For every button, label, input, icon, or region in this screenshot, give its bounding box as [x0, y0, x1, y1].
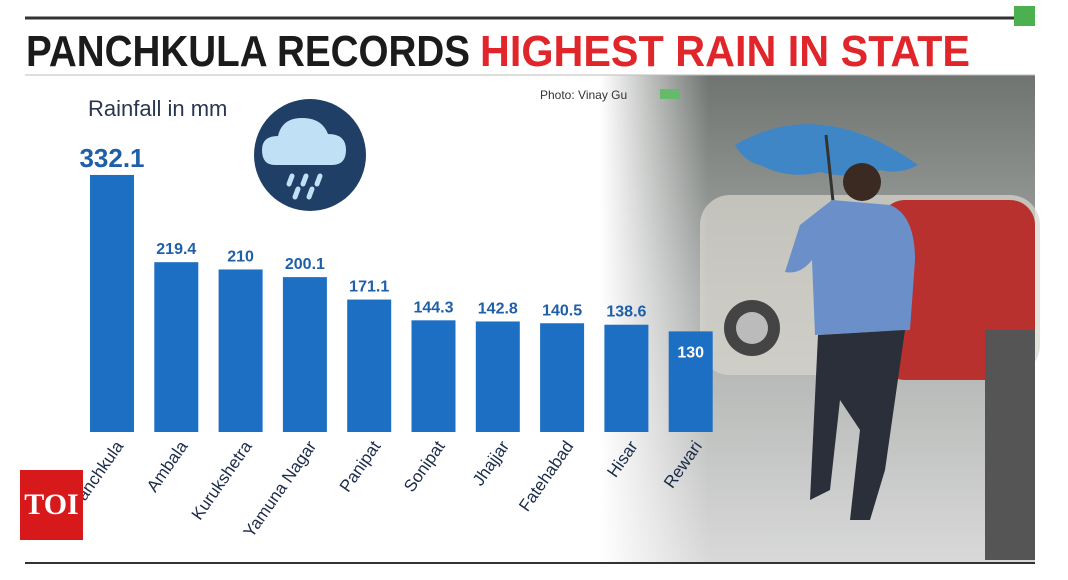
subtitle: Rainfall in mm [88, 96, 227, 121]
photo [600, 75, 1040, 563]
bar [282, 277, 327, 432]
logo-box [20, 470, 83, 540]
value-label: 138.6 [606, 304, 646, 321]
bar [90, 174, 134, 433]
bar [540, 323, 585, 432]
photo-credit: Photo: Vinay Gu [540, 88, 627, 102]
value-label: 200.1 [285, 256, 325, 273]
logo: TOI [24, 488, 78, 521]
value-label: 210 [227, 248, 254, 265]
bar [604, 324, 649, 432]
value-label: 142.8 [478, 300, 518, 317]
bar [347, 299, 392, 432]
rain-icon [254, 99, 366, 211]
title-highlight: HIGHEST RAIN IN STATE [480, 27, 970, 76]
credit-mark [660, 89, 680, 99]
value-label: 171.1 [349, 279, 389, 296]
bar [154, 262, 199, 432]
bar [411, 320, 456, 432]
corner-square [1014, 6, 1035, 26]
title: PANCHKULA RECORDS [26, 27, 470, 76]
value-label: 144.3 [413, 299, 453, 316]
bar [218, 269, 263, 432]
value-label: 130 [677, 344, 704, 361]
bar [668, 331, 713, 432]
value-label: 332.1 [79, 143, 144, 173]
value-label: 219.4 [156, 241, 196, 258]
bar [475, 321, 520, 432]
value-label: 140.5 [542, 302, 582, 319]
